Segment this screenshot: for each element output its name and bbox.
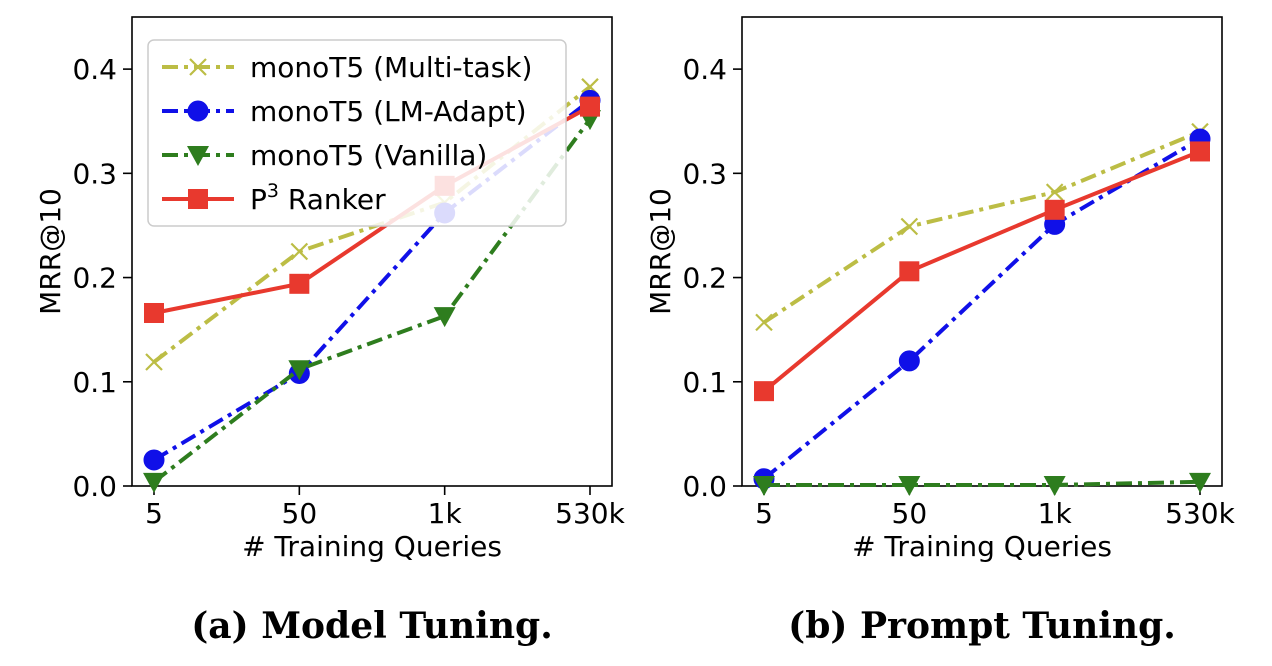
data-point [898, 350, 920, 372]
data-point [1043, 475, 1066, 496]
data-point [433, 307, 456, 328]
data-point [754, 381, 774, 402]
panel-caption: (b) Prompt Tuning. [788, 605, 1176, 647]
y-tick-label: 0.2 [682, 262, 727, 295]
y-axis-label: MRR@10 [644, 188, 677, 315]
y-tick-label: 0.1 [682, 366, 727, 399]
y-tick-label: 0.0 [682, 470, 727, 503]
data-point [288, 360, 311, 381]
legend-swatch-marker [187, 146, 209, 166]
series-1 [755, 122, 1209, 332]
legend-entry-label: monoT5 (Vanilla) [250, 139, 487, 172]
panel-caption: (a) Model Tuning. [191, 605, 552, 647]
x-axis-label: # Training Queries [242, 530, 502, 563]
data-point [1190, 141, 1210, 162]
data-point [900, 217, 919, 236]
plot-frame [741, 16, 1223, 487]
data-point [1189, 472, 1211, 493]
chart-panel-2: 0.0 0.1 0.2 0.3 0.4 5 50 1k 530k # Training Queri… [644, 16, 1236, 647]
legend-swatch-marker [188, 189, 208, 209]
data-point [580, 96, 600, 117]
data-point [290, 242, 309, 261]
series-4 [754, 141, 1210, 402]
series-line [762, 149, 1201, 393]
x-tick-label: 50 [282, 497, 318, 530]
data-point [144, 302, 164, 323]
legend-entry-label: monoT5 (Multi-task) [250, 51, 532, 84]
data-point [898, 475, 921, 496]
data-point [755, 313, 773, 332]
legend: monoT5 (Multi-task) monoT5 (LM-Adapt) mono… [147, 39, 567, 227]
chart-panel-1: 0.0 0.1 0.2 0.3 0.4 5 50 1k 530k # Training Queri… [34, 16, 626, 647]
legend-box [147, 39, 567, 227]
series-2 [753, 128, 1211, 490]
y-tick-label: 0.3 [682, 157, 727, 190]
series-line [762, 129, 1201, 325]
legend-entry-label: P3 Ranker [250, 180, 386, 216]
y-tick-label: 0.0 [72, 470, 117, 503]
series-line [764, 479, 1201, 487]
y-tick-label: 0.1 [72, 366, 117, 399]
x-tick-label: 530k [1165, 497, 1235, 530]
y-tick-label: 0.2 [72, 262, 117, 295]
data-point [289, 273, 310, 294]
y-tick-label: 0.4 [682, 53, 727, 86]
legend-swatch-marker [187, 100, 209, 122]
x-tick-label: 1k [428, 497, 463, 530]
y-axis-label: MRR@10 [34, 188, 67, 315]
y-tick-label: 0.3 [72, 157, 117, 190]
data-point [145, 353, 163, 371]
data-point [899, 261, 920, 282]
series-line [762, 137, 1202, 481]
x-tick-label: 5 [755, 497, 773, 530]
legend-swatch-marker [189, 58, 207, 76]
x-tick-label: 1k [1038, 497, 1073, 530]
series-3 [753, 472, 1211, 496]
data-point [753, 475, 775, 496]
y-tick-label: 0.4 [72, 53, 117, 86]
x-tick-label: 530k [555, 497, 625, 530]
data-point [1045, 183, 1064, 201]
data-point [143, 472, 165, 493]
x-axis-label: # Training Queries [852, 530, 1112, 563]
x-tick-label: 50 [892, 497, 928, 530]
plot-frame [131, 16, 613, 487]
data-point [143, 449, 165, 471]
legend-entry-label: monoT5 (LM-Adapt) [250, 95, 527, 128]
data-point [1044, 199, 1065, 220]
x-tick-label: 5 [145, 497, 163, 530]
